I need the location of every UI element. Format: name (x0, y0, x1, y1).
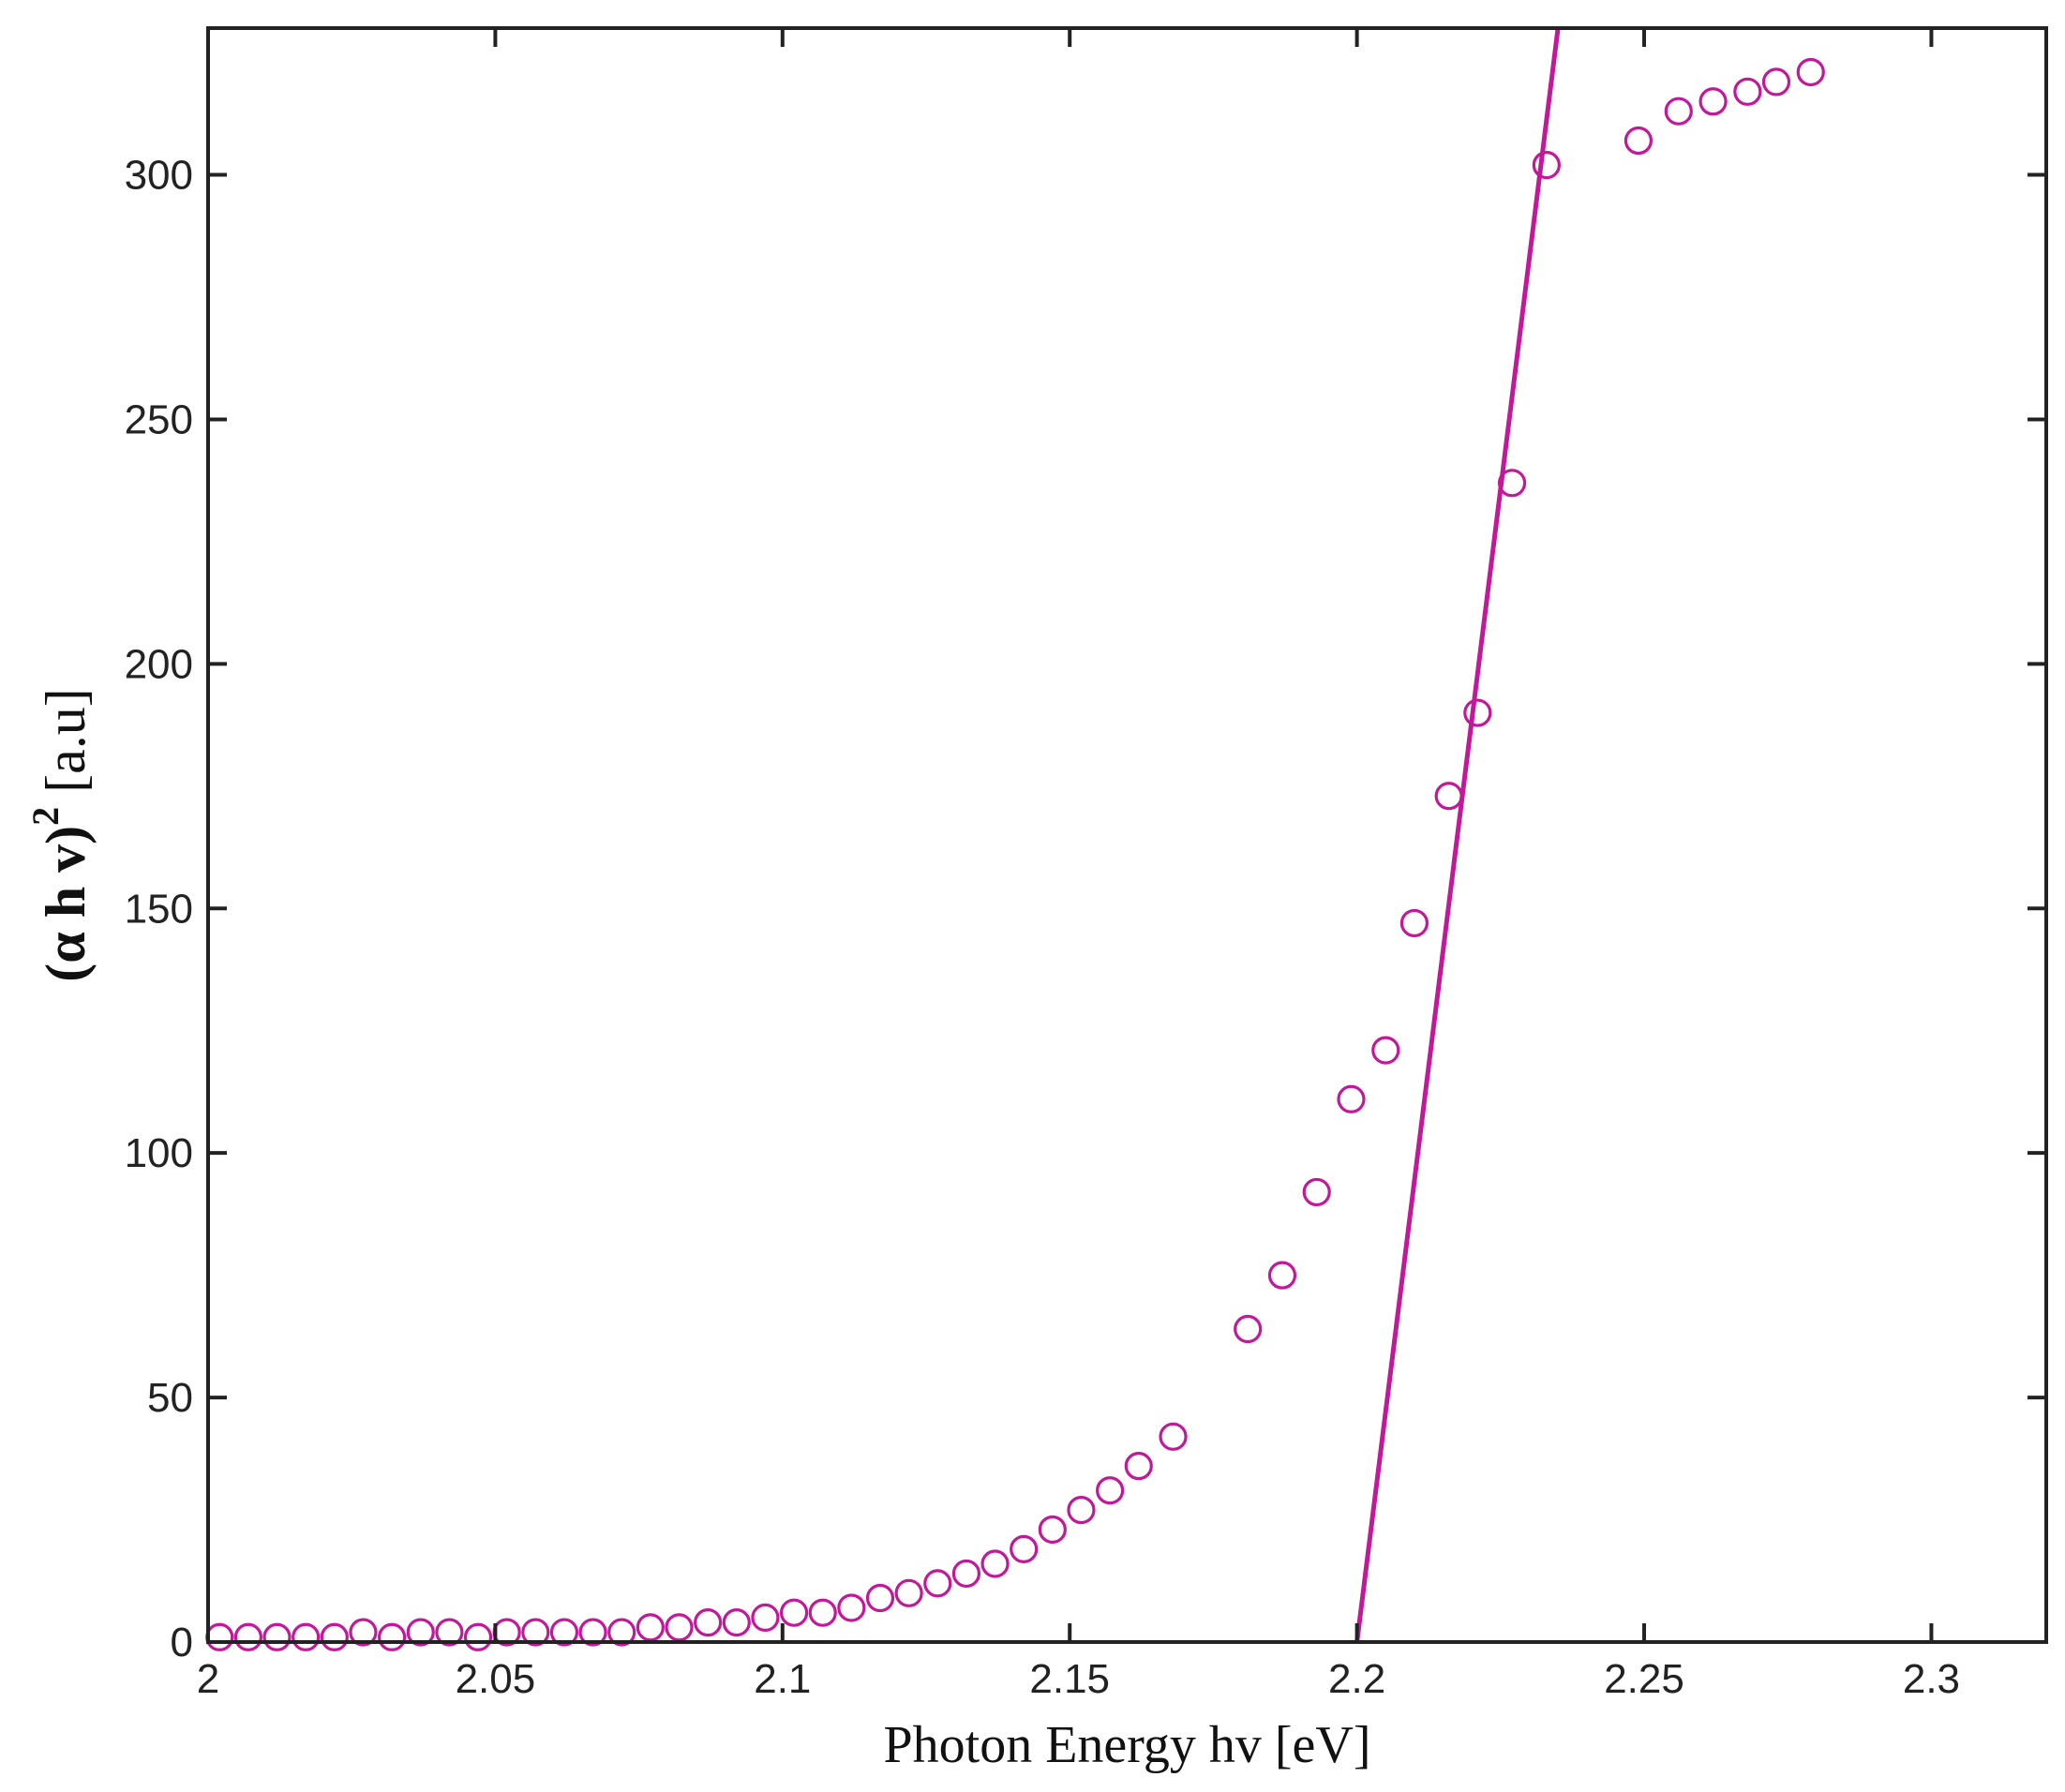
data-point (349, 1618, 378, 1647)
y-axis-title-unit: [a.u] (35, 688, 97, 807)
y-tick-label: 0 (171, 1620, 193, 1665)
data-point (578, 1618, 607, 1647)
data-point (808, 1598, 837, 1627)
data-point (1234, 1314, 1263, 1344)
y-axis-title: (α h v)2 [a.u] (24, 688, 97, 981)
data-point (205, 1622, 234, 1651)
data-point (320, 1622, 349, 1651)
data-point (378, 1622, 407, 1651)
data-point (1434, 782, 1463, 811)
y-tick-label: 200 (125, 641, 193, 687)
data-point (406, 1618, 435, 1647)
data-point (607, 1618, 636, 1647)
data-point (1267, 1261, 1297, 1290)
data-point (1337, 1084, 1366, 1113)
data-point (894, 1578, 923, 1607)
y-tick-label: 50 (147, 1375, 193, 1421)
data-point (1796, 57, 1825, 87)
y-tick-label: 250 (125, 396, 193, 442)
data-point (751, 1603, 780, 1633)
x-tick-label: 2.2 (1328, 1656, 1385, 1702)
y-tick-label: 300 (125, 153, 193, 199)
y-tick-label: 150 (125, 886, 193, 932)
data-point (463, 1622, 493, 1651)
data-point (779, 1598, 809, 1627)
plot-area: 2 2.05 2.1 2.15 2.2 2.25 2.3 0 50 100 150 200 250 300 (125, 26, 2048, 1702)
data-point (980, 1549, 1010, 1578)
data-point (1497, 469, 1527, 498)
data-point (722, 1608, 751, 1637)
x-tick-label: 2.3 (1903, 1656, 1960, 1702)
y-axis-title-main: (α h v) (35, 826, 97, 982)
data-point (1067, 1496, 1096, 1525)
y-axis-title-superscript: 2 (24, 807, 67, 826)
data-point (1463, 698, 1492, 727)
data-point (1624, 126, 1653, 156)
data-point (923, 1569, 952, 1598)
x-tick-label: 2.25 (1604, 1656, 1684, 1702)
x-tick-label: 2.15 (1029, 1656, 1110, 1702)
data-point (1038, 1515, 1067, 1545)
plot-frame (206, 26, 2048, 1644)
data-point (1532, 151, 1561, 180)
data-point (1698, 87, 1728, 116)
x-axis-title: Photon Energy hv [eV] (884, 1716, 1371, 1774)
data-point (1159, 1422, 1188, 1451)
data-point (951, 1559, 981, 1589)
data-point (1096, 1476, 1125, 1505)
data-point (1010, 1534, 1039, 1563)
data-point (636, 1613, 665, 1642)
data-point (233, 1622, 262, 1651)
data-point (435, 1618, 464, 1647)
data-point (549, 1618, 579, 1647)
data-point (1761, 67, 1791, 97)
data-point (292, 1622, 321, 1651)
data-point (694, 1608, 723, 1637)
data-point (865, 1583, 895, 1613)
data-point (1302, 1177, 1331, 1207)
data-point (837, 1593, 866, 1622)
data-point (1124, 1452, 1153, 1481)
x-tick-label: 2 (197, 1656, 219, 1702)
data-point (262, 1622, 292, 1651)
data-point (1399, 908, 1429, 938)
y-tick-label: 100 (125, 1130, 193, 1176)
data-point (1371, 1036, 1400, 1065)
fit-line (1354, 28, 1561, 1642)
x-tick-label: 2.1 (754, 1656, 811, 1702)
data-point (521, 1618, 550, 1647)
data-point (1733, 77, 1762, 106)
data-point (1664, 97, 1693, 126)
x-tick-label: 2.05 (456, 1656, 536, 1702)
data-point (665, 1613, 694, 1642)
